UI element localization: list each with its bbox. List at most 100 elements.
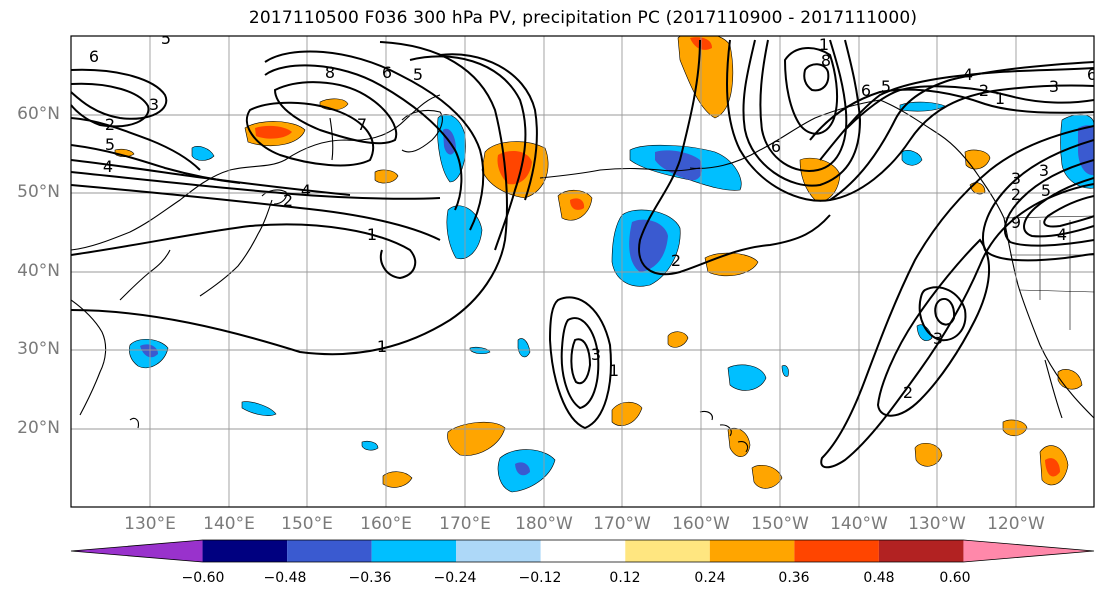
- lon-label: 160°E: [360, 514, 412, 534]
- colorbar-tick-label: 0.36: [778, 570, 810, 586]
- state-borders: [1003, 215, 1094, 330]
- lat-label-30: 30°N: [17, 339, 60, 359]
- pv-contour: [829, 61, 1094, 201]
- contour-label: 1: [367, 225, 377, 244]
- precip-negative-patch: [140, 344, 158, 358]
- lon-label: 130°E: [124, 514, 176, 534]
- contour-label: 4: [1057, 225, 1067, 244]
- pv-contour: [570, 338, 592, 385]
- pv-contour: [803, 63, 830, 92]
- colorbar-segment: [202, 540, 288, 562]
- contour-label: 6: [1087, 65, 1097, 84]
- lat-label-20: 20°N: [17, 418, 60, 438]
- colorbar-segment: [540, 540, 626, 562]
- contour-label: 4: [301, 181, 311, 200]
- colorbar-tick-label: 0.60: [939, 570, 971, 586]
- pv-contour: [71, 171, 441, 200]
- coastline-japan: [199, 199, 273, 297]
- precip-negative-patch: [781, 365, 789, 377]
- pv-contour: [759, 39, 848, 172]
- pv-contour: [876, 238, 991, 417]
- contour-label: 2: [105, 115, 115, 134]
- contour-label: 6: [382, 63, 392, 82]
- lon-label: 150°E: [281, 514, 333, 534]
- pv-contour: [439, 53, 538, 201]
- pv-contour: [638, 39, 831, 276]
- lon-label: 120°W: [987, 514, 1045, 534]
- contour-label: 1: [609, 361, 619, 380]
- precip-negative-patch: [899, 101, 946, 112]
- precip-positive-patch: [799, 157, 841, 202]
- lon-label: 180°W: [515, 514, 573, 534]
- colorbar-tick-label: 0.12: [609, 570, 641, 586]
- precip-positive-patch: [751, 465, 783, 489]
- precip-positive-patch: [382, 471, 413, 488]
- precip-positive-patch: [255, 125, 292, 139]
- pv-contour: [742, 39, 862, 187]
- contour-label: 3: [1011, 169, 1021, 188]
- contour-label: 3: [149, 95, 159, 114]
- pv-contour: [71, 117, 201, 171]
- precip-positive-patch: [667, 331, 689, 348]
- pv-contour: [844, 85, 1094, 131]
- colorbar-segment: [878, 540, 964, 562]
- map-title: 2017110500 F036 300 hPa PV, precipitatio…: [248, 8, 918, 28]
- colorbar-segment: [709, 540, 795, 562]
- coastline-baja: [1044, 359, 1063, 419]
- contour-label: 6: [861, 81, 871, 100]
- lat-label-40: 40°N: [17, 261, 60, 281]
- contour-label: 6: [771, 137, 781, 156]
- lon-label: 140°W: [830, 514, 888, 534]
- precip-negative-patch: [727, 364, 767, 391]
- precip-positive-patch: [677, 36, 734, 119]
- pv-contour: [1003, 159, 1094, 247]
- contour-label: 3: [1039, 161, 1049, 180]
- contour-label: 3: [1049, 77, 1059, 96]
- precip-positive-patch: [611, 401, 643, 426]
- contour-label: 2: [979, 81, 989, 100]
- pv-contour: [819, 67, 1094, 161]
- colorbar-tick-label: 0.24: [694, 570, 726, 586]
- lat-label-50: 50°N: [17, 182, 60, 202]
- colorbar-segment: [794, 540, 879, 562]
- colorbar-segment: [456, 540, 541, 562]
- coastline-bc: [879, 99, 1005, 219]
- contour-label: 2: [671, 251, 681, 270]
- pv-contour: [934, 298, 956, 326]
- contour-label: 3: [933, 329, 943, 348]
- pv-contour: [820, 125, 1094, 469]
- coastline-hawaii: [699, 410, 749, 453]
- precip-positive-patch: [727, 427, 751, 457]
- precip-negative-patch: [191, 146, 215, 161]
- lon-label: 140°E: [203, 514, 255, 534]
- lon-label: 170°W: [593, 514, 651, 534]
- contour-label: 7: [357, 115, 367, 134]
- colorbar: [70, 539, 1095, 563]
- precip-negative-patch: [629, 219, 668, 272]
- contour-label: 5: [105, 135, 115, 154]
- colorbar-segment: [71, 540, 203, 562]
- coastline-asia: [71, 94, 441, 251]
- contour-label: 5: [881, 77, 891, 96]
- pv-contour: [809, 88, 1094, 141]
- colorbar-segment: [371, 540, 457, 562]
- map-area: [71, 36, 1094, 507]
- precip-positive-patch: [570, 198, 585, 210]
- lat-label-60: 60°N: [17, 104, 60, 124]
- pv-contour: [71, 68, 168, 120]
- precip-negative-patch: [916, 324, 933, 341]
- pv-contour: [1023, 177, 1094, 238]
- pv-contour: [1043, 195, 1094, 228]
- graticule-layer: [71, 36, 1094, 507]
- contour-label: 8: [325, 63, 335, 82]
- precip-positive-patch: [964, 149, 991, 170]
- contour-label: 3: [591, 345, 601, 364]
- pv-contour: [71, 82, 150, 128]
- pv-contour: [548, 296, 612, 430]
- precip-negative-patch: [517, 338, 531, 358]
- contour-label: 4: [103, 157, 113, 176]
- coastline-china: [71, 299, 107, 416]
- colorbar-segment: [625, 540, 710, 562]
- pv-contour: [560, 317, 600, 410]
